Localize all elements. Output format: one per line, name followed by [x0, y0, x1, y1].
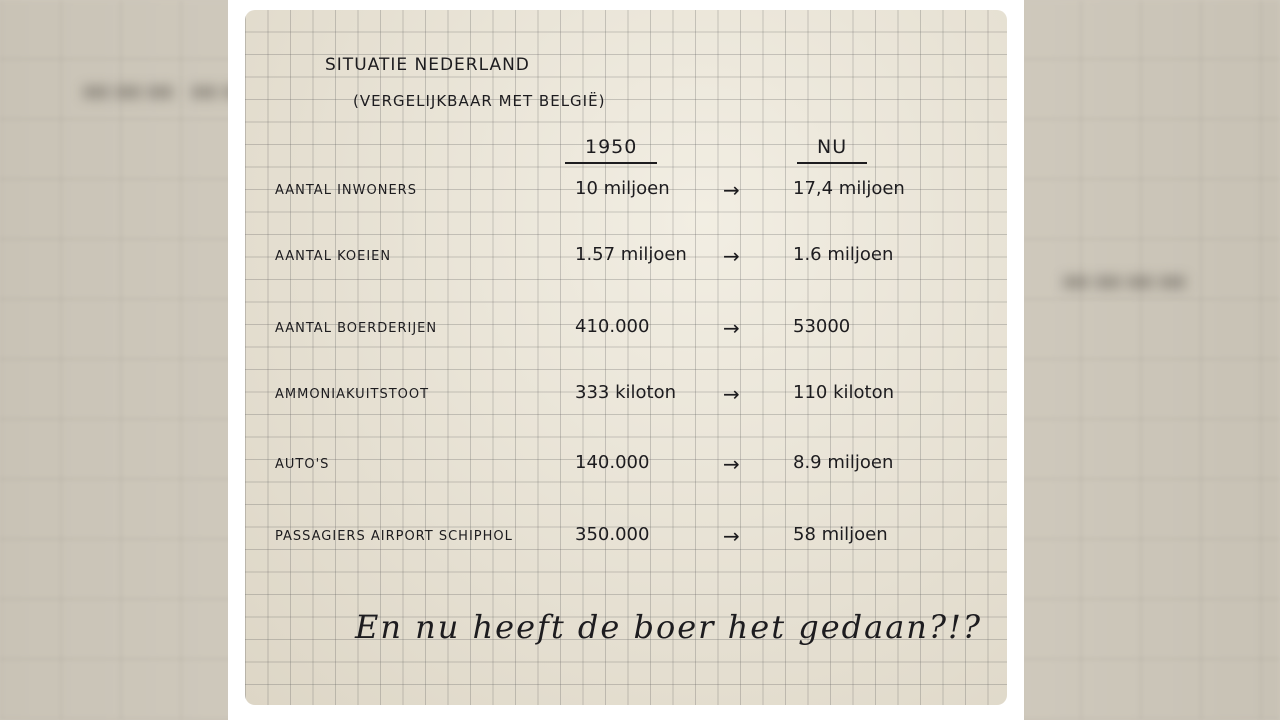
value-now: 8.9 miljoen	[793, 452, 894, 473]
value-1950: 410.000	[575, 316, 650, 337]
value-now: 17,4 miljoen	[793, 178, 905, 199]
row-label: Aantal koeien	[275, 249, 392, 264]
value-now: 110 kiloton	[793, 382, 894, 403]
arrow-icon: →	[723, 524, 741, 548]
column-header-nu: NU	[797, 136, 868, 164]
arrow-icon: →	[723, 244, 741, 268]
value-1950: 140.000	[575, 452, 650, 473]
arrow-icon: →	[723, 178, 741, 202]
arrow-icon: →	[723, 382, 741, 406]
note-subtitle: (Vergelijkbaar met België)	[353, 92, 606, 110]
row-label: Auto's	[275, 457, 330, 472]
value-1950: 1.57 miljoen	[575, 244, 687, 265]
row-label: Aantal inwoners	[275, 183, 417, 198]
arrow-icon: →	[723, 316, 741, 340]
column-header-1950: 1950	[565, 136, 658, 164]
arrow-icon: →	[723, 452, 741, 476]
value-now: 58 miljoen	[793, 524, 888, 545]
blurred-decoration: ▬▬▬ ▬▬	[80, 70, 253, 110]
grid-paper-photo: Situatie Nederland (Vergelijkbaar met Be…	[245, 10, 1007, 705]
row-label: Passagiers Airport Schiphol	[275, 529, 513, 544]
value-now: 1.6 miljoen	[793, 244, 894, 265]
closing-question: En nu heeft de boer het gedaan?!?	[355, 608, 983, 646]
value-now: 53000	[793, 316, 851, 337]
row-label: Ammoniakuitstoot	[275, 387, 430, 402]
value-1950: 10 miljoen	[575, 178, 670, 199]
value-1950: 350.000	[575, 524, 650, 545]
row-label: Aantal boerderijen	[275, 321, 438, 336]
value-1950: 333 kiloton	[575, 382, 676, 403]
note-title: Situatie Nederland	[325, 55, 530, 75]
blurred-decoration: ▬▬▬▬	[1060, 260, 1189, 300]
